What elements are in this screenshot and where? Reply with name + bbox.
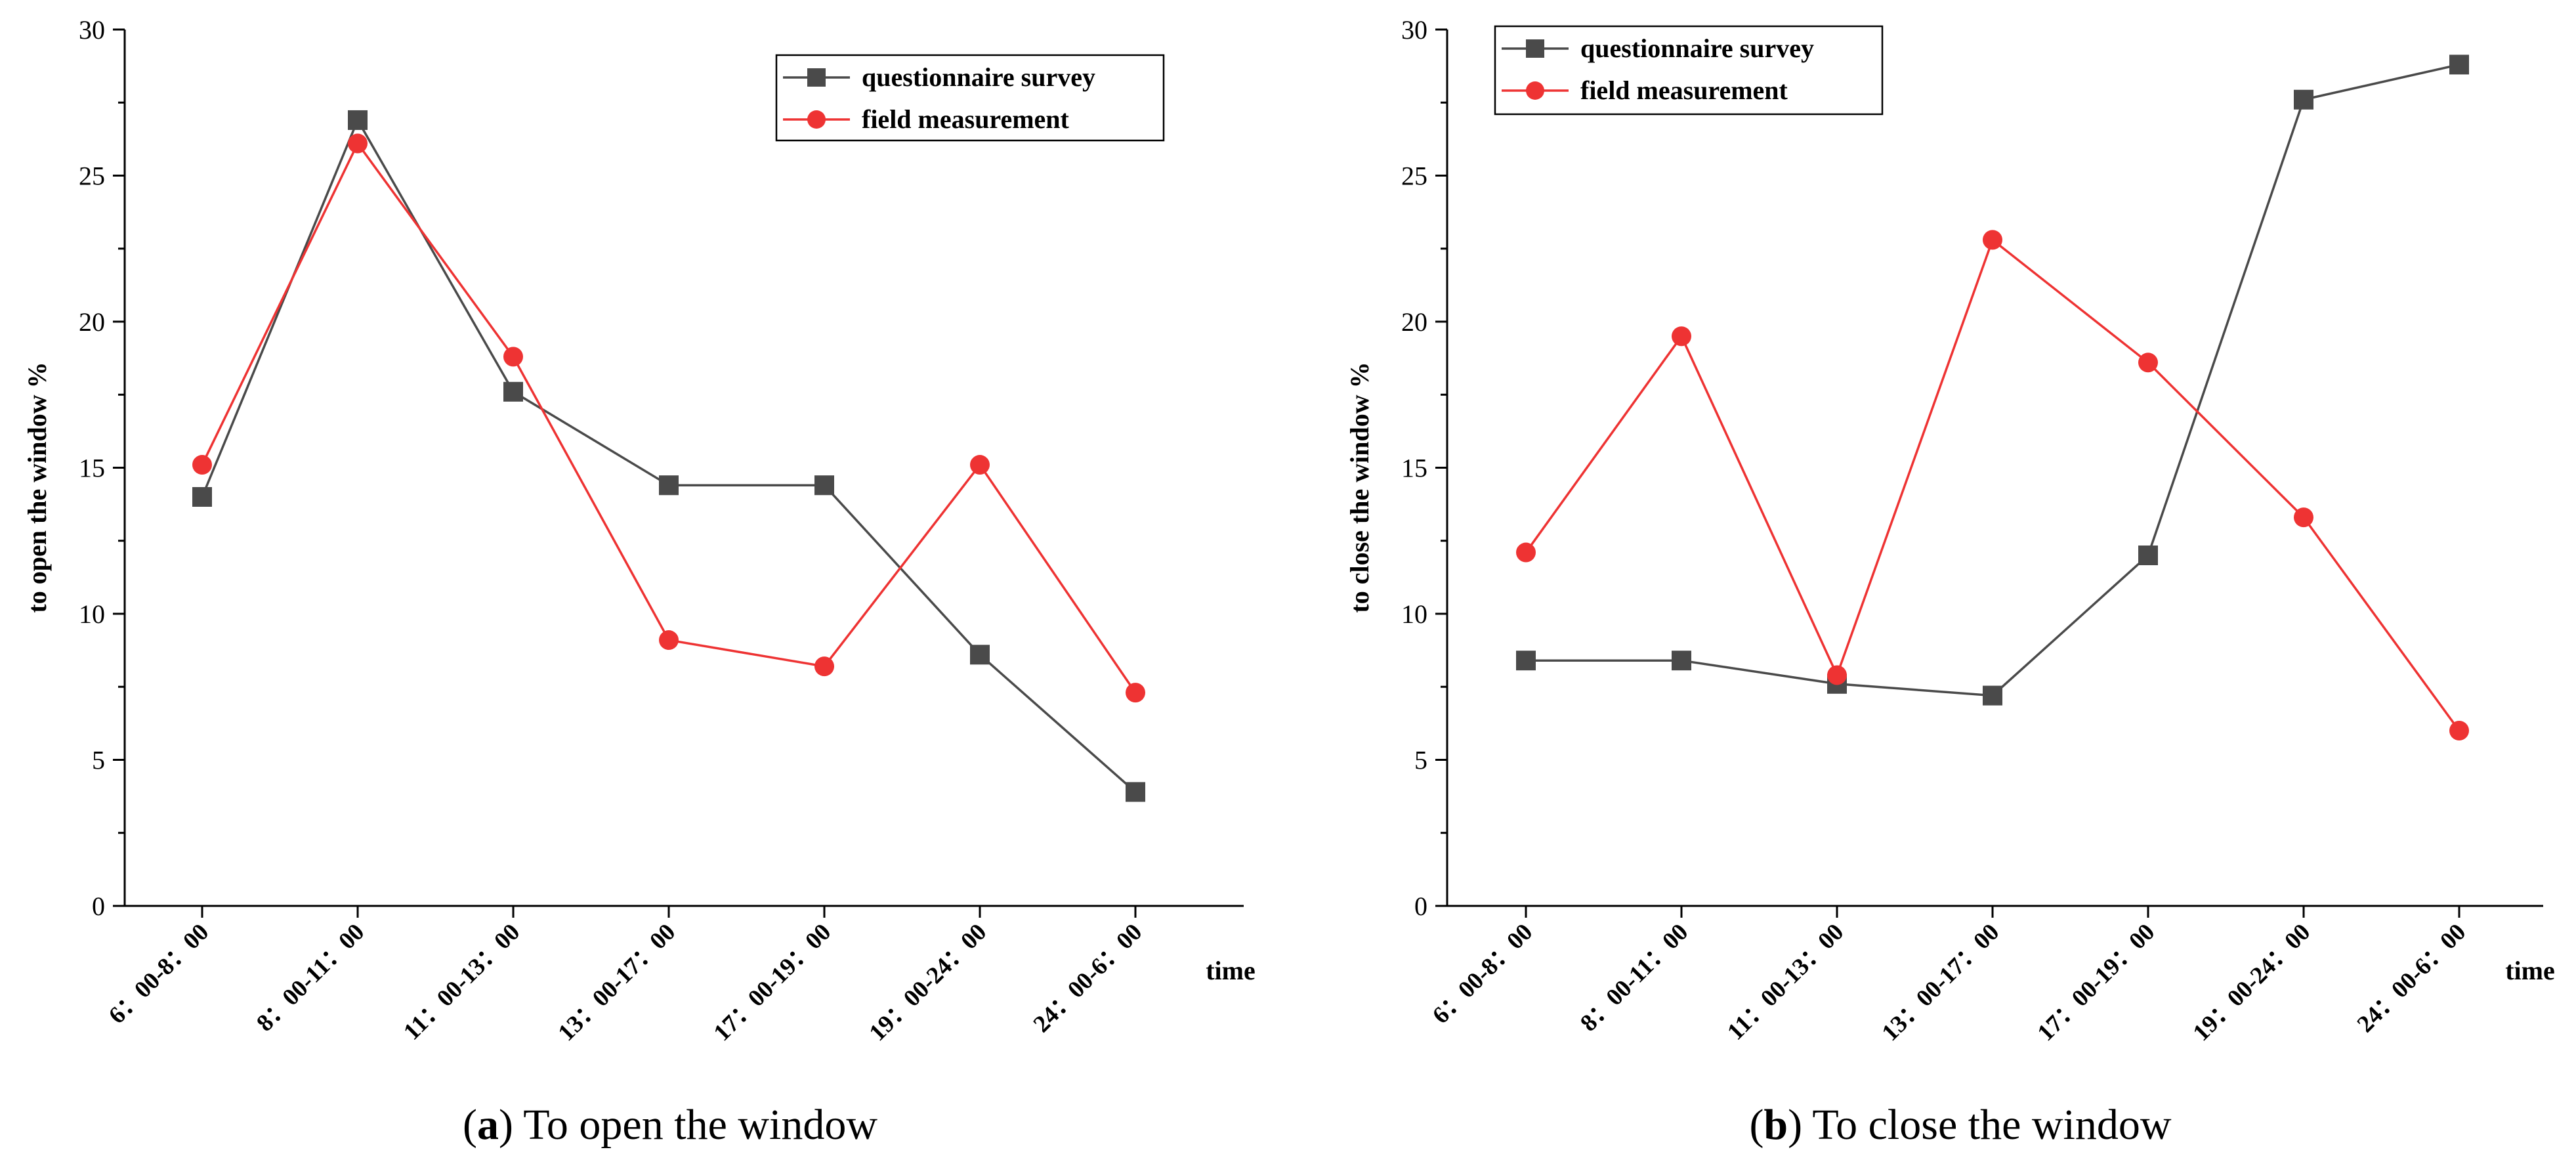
- data-point-square: [970, 645, 990, 665]
- x-tick-label: 13：00-17：00: [1877, 918, 2005, 1046]
- data-point-square: [659, 475, 679, 496]
- data-point-square: [192, 487, 212, 507]
- y-tick-label: 10: [79, 599, 105, 629]
- data-point-circle: [970, 455, 990, 475]
- chart-panel-b: 0 5 10 15 20 25 30 6：00-8：00 8：00-11：00 11：00-13：…: [1345, 15, 2555, 1046]
- y-tick-label: 25: [79, 161, 105, 191]
- y-tick-label: 30: [1401, 15, 1427, 45]
- y-tick-label: 5: [1414, 746, 1427, 775]
- data-point-square: [2449, 54, 2469, 75]
- legend-box: [775, 54, 1165, 142]
- data-point-circle: [1983, 230, 2002, 250]
- x-axis-title: time: [2505, 956, 2555, 985]
- data-point-circle: [1126, 683, 1145, 703]
- series-line-field: [201, 141, 1137, 694]
- data-point-circle: [1827, 665, 1847, 685]
- x-tick-label: 6：00-8：00: [104, 918, 215, 1029]
- x-tick-label: 8：00-11：00: [1575, 918, 1693, 1037]
- x-tick-label: 6：00-8：00: [1427, 918, 1538, 1029]
- legend-label: questionnaire survey: [1580, 33, 1814, 63]
- x-tick-label: 17：00-19：00: [2033, 918, 2161, 1046]
- y-tick-label: 0: [92, 891, 105, 921]
- y-tick-label: 30: [79, 15, 105, 45]
- data-point-circle: [659, 630, 679, 651]
- y-tick-label: 20: [79, 307, 105, 337]
- y-tick-label: 15: [79, 454, 105, 483]
- x-axis-title: time: [1206, 956, 1256, 985]
- y-tick-label: 25: [1401, 161, 1427, 191]
- data-point-square: [1672, 651, 1691, 671]
- data-point-circle: [2449, 721, 2469, 740]
- y-tick-label: 0: [1414, 891, 1427, 921]
- series-line-field: [1525, 238, 2460, 732]
- y-axis-title: to open the window %: [22, 362, 52, 612]
- data-point-square: [1983, 685, 2002, 706]
- data-point-square: [1516, 651, 1536, 671]
- x-tick-label: 13：00-17：00: [553, 918, 681, 1046]
- data-point-circle: [503, 347, 523, 367]
- data-point-square: [1126, 782, 1145, 802]
- data-point-circle: [192, 455, 212, 475]
- x-tick-label: 19：00-24：00: [2188, 918, 2316, 1046]
- x-tick-label: 8：00-11：00: [251, 918, 370, 1037]
- x-tick-label: 24：00-6：00: [2352, 918, 2472, 1038]
- y-axis-title: to close the window %: [1345, 362, 1374, 612]
- y-tick-label: 20: [1401, 307, 1427, 337]
- data-point-square: [2138, 546, 2158, 565]
- legend-label: questionnaire survey: [862, 62, 1095, 92]
- data-point-circle: [814, 656, 834, 677]
- y-tick-label: 10: [1401, 599, 1427, 629]
- data-point-circle: [1516, 542, 1536, 563]
- series-line-questionnaire: [1526, 63, 2460, 697]
- data-point-circle: [2294, 507, 2313, 528]
- data-point-square: [2294, 89, 2313, 110]
- legend-label: field measurement: [1580, 75, 1788, 105]
- legend-marker-circle: [1526, 81, 1544, 100]
- caption-a: (a) To open the window: [463, 1101, 877, 1149]
- chart-panel-a: 0 5 10 15 20 25 30 6：00-8：00 8：00-11：00 11：00-13：…: [22, 15, 1256, 1046]
- legend-marker-square: [807, 68, 826, 87]
- data-point-square: [814, 475, 834, 496]
- x-tick-label: 24：00-6：00: [1028, 918, 1148, 1038]
- y-tick-label: 15: [1401, 454, 1427, 483]
- x-tick-label: 11：00-13：00: [398, 918, 525, 1045]
- x-tick-label: 19：00-24：00: [864, 918, 992, 1046]
- legend-box: [1494, 25, 1884, 116]
- y-tick-label: 5: [92, 746, 105, 775]
- x-tick-label: 17：00-19：00: [709, 918, 837, 1046]
- data-point-circle: [1672, 326, 1691, 347]
- legend-marker-circle: [807, 110, 826, 129]
- data-point-circle: [2138, 353, 2158, 373]
- data-point-circle: [348, 133, 368, 154]
- data-point-square: [503, 381, 523, 402]
- legend-label: field measurement: [862, 104, 1070, 134]
- caption-b: (b) To close the window: [1749, 1101, 2171, 1149]
- legend-marker-square: [1526, 39, 1544, 58]
- x-tick-label: 11：00-13：00: [1722, 918, 1849, 1045]
- data-point-square: [348, 110, 368, 130]
- series-line-questionnaire: [201, 117, 1137, 793]
